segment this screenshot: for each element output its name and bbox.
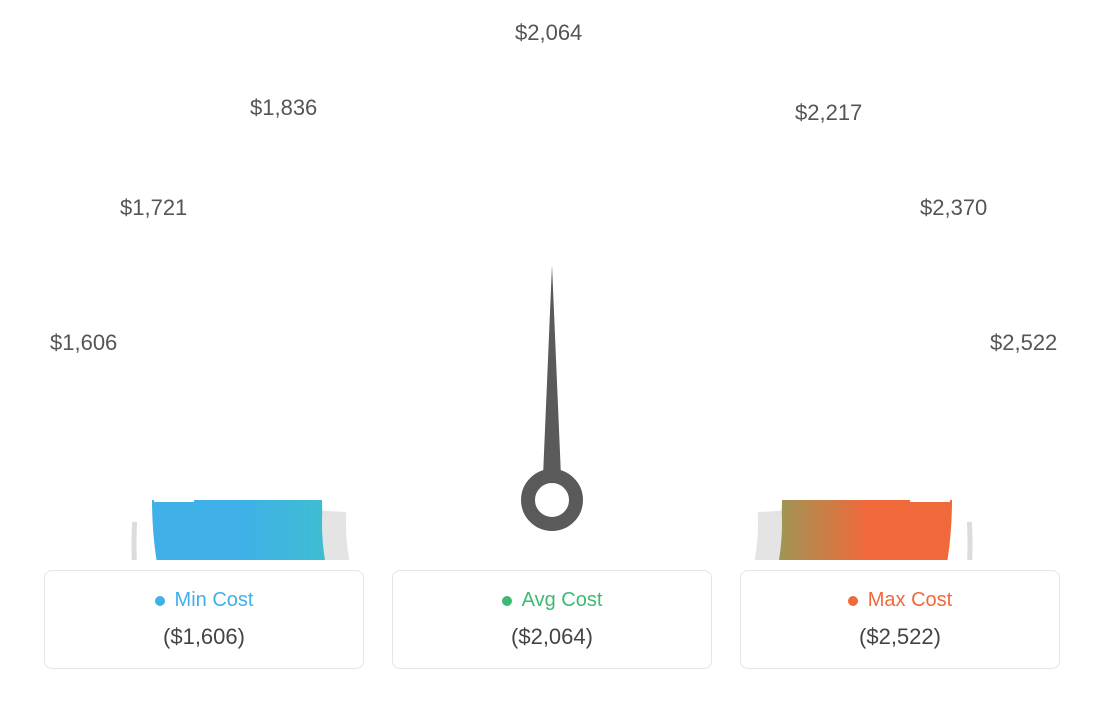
tick-label: $2,370	[920, 195, 987, 221]
legend-title-min: Min Cost	[75, 589, 333, 612]
tick-label: $2,522	[990, 330, 1057, 356]
minor-tick	[474, 110, 479, 137]
legend-card-min: Min Cost ($1,606)	[44, 570, 364, 669]
tick-label: $1,836	[250, 95, 317, 121]
legend-card-avg: Avg Cost ($2,064)	[392, 570, 712, 669]
minor-tick	[624, 110, 629, 137]
major-tick	[271, 219, 299, 247]
major-tick	[400, 132, 415, 169]
legend-title-max: Max Cost	[771, 589, 1029, 612]
tick-label: $2,217	[795, 100, 862, 126]
legend-dot-max	[848, 596, 858, 606]
legend-title-avg: Avg Cost	[423, 589, 681, 612]
legend-card-max: Max Cost ($2,522)	[740, 570, 1060, 669]
legend-value-max: ($2,522)	[771, 624, 1029, 650]
major-tick	[805, 219, 833, 247]
legend-row: Min Cost ($1,606) Avg Cost ($2,064) Max …	[0, 570, 1104, 669]
legend-value-min: ($1,606)	[75, 624, 333, 650]
gauge-chart: $1,606 $1,721 $1,836 $2,064 $2,217 $2,370 $2,5…	[40, 20, 1064, 560]
minor-tick	[860, 279, 883, 295]
minor-tick	[758, 169, 774, 192]
legend-dot-min	[155, 596, 165, 606]
gauge-svg	[40, 20, 1064, 560]
legend-value-avg: ($2,064)	[423, 624, 681, 650]
needle	[542, 265, 562, 500]
tick-label: $2,064	[515, 20, 582, 46]
legend-label-max: Max Cost	[868, 589, 952, 612]
minor-tick	[331, 169, 347, 192]
minor-tick	[915, 422, 942, 427]
needle-hub	[528, 476, 576, 524]
major-tick	[689, 132, 704, 169]
tick-label: $1,721	[120, 195, 187, 221]
tick-label: $1,606	[50, 330, 117, 356]
legend-label-avg: Avg Cost	[522, 589, 603, 612]
major-tick	[184, 348, 221, 363]
legend-label-min: Min Cost	[175, 589, 254, 612]
major-tick	[883, 348, 920, 363]
minor-tick	[162, 422, 189, 427]
minor-tick	[221, 279, 244, 295]
legend-dot-avg	[502, 596, 512, 606]
